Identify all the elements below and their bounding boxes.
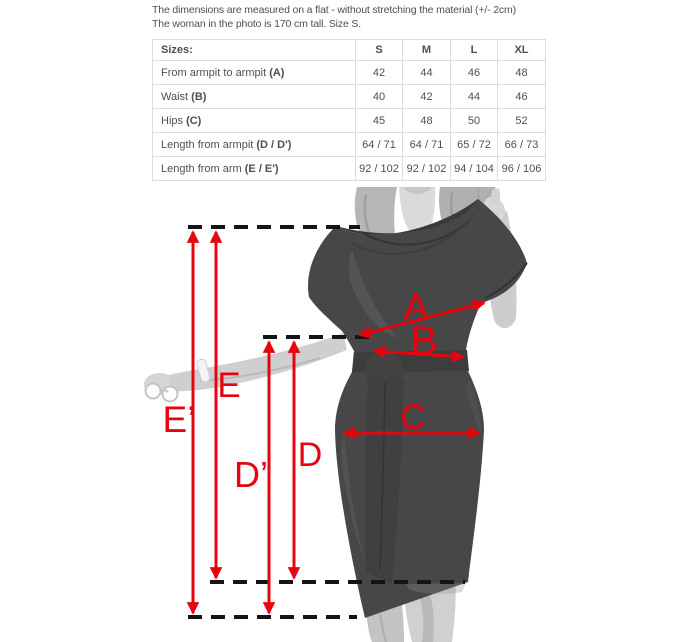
size-value: 45 — [355, 108, 403, 133]
model-photo — [143, 187, 528, 642]
intro-line-2: The woman in the photo is 170 cm tall. S… — [152, 17, 362, 30]
table-row-length-armpit: Length from armpit (D / D') 64 / 71 64 /… — [152, 132, 546, 157]
size-value: 64 / 71 — [355, 132, 403, 157]
measurement-overlay: A B C D D’ E E’ — [163, 225, 486, 619]
label-c: C — [400, 398, 425, 437]
table-row-hips: Hips (C) 45 48 50 52 — [152, 108, 546, 133]
size-value: 40 — [355, 84, 403, 109]
row-label: From armpit to armpit (A) — [152, 60, 356, 85]
arrow-b — [372, 345, 465, 363]
table-row-armpit: From armpit to armpit (A) 42 44 46 48 — [152, 60, 546, 85]
size-value: 92 / 102 — [402, 156, 451, 181]
hem-shadow — [406, 583, 466, 595]
size-table-header-row: Sizes: S M L XL — [152, 39, 546, 61]
label-e: E — [217, 366, 240, 405]
label-a: A — [403, 287, 429, 329]
size-value: 46 — [450, 60, 498, 85]
size-value: 44 — [402, 60, 451, 85]
size-value: 92 / 102 — [355, 156, 403, 181]
size-value: 42 — [402, 84, 451, 109]
intro-text: The dimensions are measured on a flat - … — [152, 4, 572, 31]
row-label: Length from armpit (D / D') — [152, 132, 356, 157]
label-e-prime: E’ — [163, 399, 196, 440]
size-value: 66 / 73 — [497, 132, 546, 157]
size-value: 64 / 71 — [402, 132, 451, 157]
size-value: 94 / 104 — [450, 156, 498, 181]
table-row-length-arm: Length from arm (E / E') 92 / 102 92 / 1… — [152, 156, 546, 181]
label-d-prime: D’ — [234, 454, 268, 495]
neck — [399, 187, 436, 230]
sunglasses — [144, 382, 179, 403]
size-table: Sizes: S M L XL From armpit to armpit (A… — [152, 39, 546, 181]
label-d: D — [298, 436, 323, 474]
size-value: 42 — [355, 60, 403, 85]
row-label: Length from arm (E / E') — [152, 156, 356, 181]
size-value: 46 — [497, 84, 546, 109]
size-value: 96 / 106 — [497, 156, 546, 181]
cowl-neck-fold — [336, 199, 478, 235]
row-label: Waist (B) — [152, 84, 356, 109]
extended-arm — [143, 333, 347, 403]
column-header-xl: XL — [497, 39, 546, 61]
label-b: B — [411, 319, 438, 363]
arrow-a — [358, 299, 486, 339]
intro-line-1: The dimensions are measured on a flat - … — [152, 4, 516, 16]
table-row-waist: Waist (B) 40 42 44 46 — [152, 84, 546, 109]
